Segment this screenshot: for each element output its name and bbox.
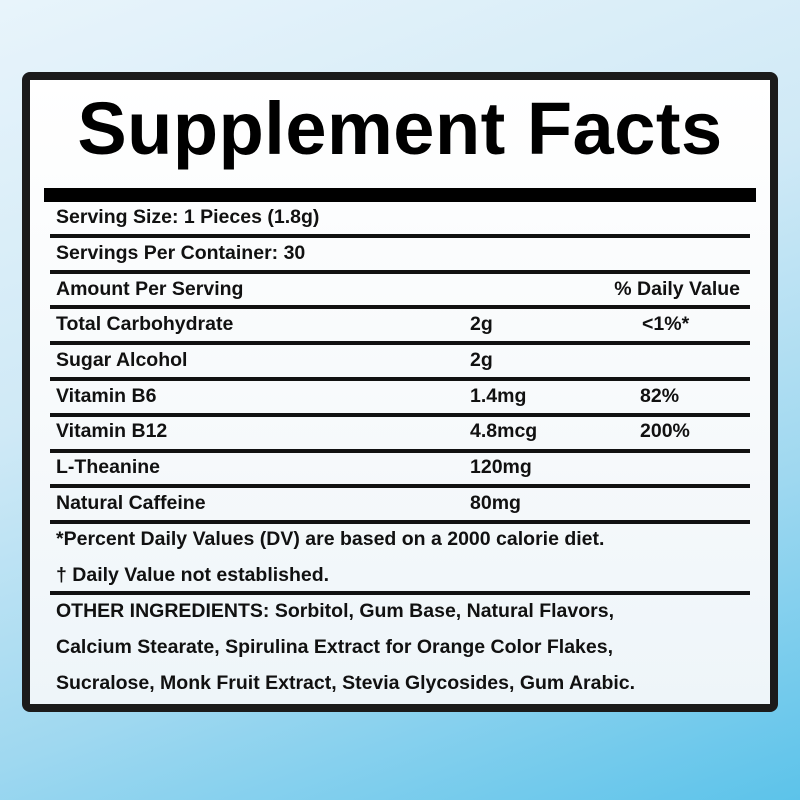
table-row: Total Carbohydrate 2g <1%* xyxy=(56,307,746,341)
amount-header: Amount Per Serving xyxy=(56,278,244,300)
divider xyxy=(50,341,750,345)
table-row: Vitamin B12 4.8mcg 200% xyxy=(56,414,746,448)
divider xyxy=(50,413,750,417)
ingredients-line: Calcium Stearate, Spirulina Extract for … xyxy=(56,636,614,658)
nutrient-name: Sugar Alcohol xyxy=(56,349,188,371)
divider xyxy=(50,591,750,595)
label-title: Supplement Facts xyxy=(77,87,723,170)
nutrient-name: L-Theanine xyxy=(56,456,161,478)
dv-header: % Daily Value xyxy=(614,278,740,300)
nutrient-dv: 200% xyxy=(640,420,690,442)
nutrient-amount: 2g xyxy=(470,313,493,335)
nutrient-name: Vitamin B6 xyxy=(56,385,157,407)
ingredients-line: OTHER INGREDIENTS: Sorbitol, Gum Base, N… xyxy=(56,600,615,622)
divider xyxy=(50,234,750,238)
divider xyxy=(50,305,750,309)
ingredients-line: Sucralose, Monk Fruit Extract, Stevia Gl… xyxy=(56,672,636,694)
divider xyxy=(50,520,750,524)
nutrient-name: Vitamin B12 xyxy=(56,420,168,442)
nutrient-name: Natural Caffeine xyxy=(56,492,206,514)
other-ingredients: OTHER INGREDIENTS: Sorbitol, Gum Base, N… xyxy=(56,593,756,701)
nutrient-dv: 82% xyxy=(640,385,680,407)
table-header: Amount Per Serving % Daily Value xyxy=(56,272,746,306)
nutrient-amount: 80mg xyxy=(470,492,521,514)
divider xyxy=(50,449,750,453)
footnote-dagger: † Daily Value not established. xyxy=(56,564,330,586)
footnote-dv: *Percent Daily Values (DV) are based on … xyxy=(56,528,605,550)
nutrient-dv: <1%* xyxy=(642,313,690,335)
nutrient-amount: 2g xyxy=(470,349,493,371)
table-row: L-Theanine 120mg xyxy=(56,450,746,484)
label-panel xyxy=(30,80,770,704)
nutrient-amount: 1.4mg xyxy=(470,385,527,407)
nutrient-amount: 4.8mcg xyxy=(470,420,538,442)
divider xyxy=(50,270,750,274)
table-row: Vitamin B6 1.4mg 82% xyxy=(56,379,746,413)
nutrient-amount: 120mg xyxy=(470,456,532,478)
servings-per-container: Servings Per Container: 30 xyxy=(56,242,306,264)
nutrient-name: Total Carbohydrate xyxy=(56,313,234,335)
table-row: Sugar Alcohol 2g xyxy=(56,343,746,377)
divider xyxy=(50,377,750,381)
serving-size: Serving Size: 1 Pieces (1.8g) xyxy=(56,206,320,228)
thick-divider xyxy=(44,188,756,202)
divider xyxy=(50,484,750,488)
table-row: Natural Caffeine 80mg xyxy=(56,486,746,520)
